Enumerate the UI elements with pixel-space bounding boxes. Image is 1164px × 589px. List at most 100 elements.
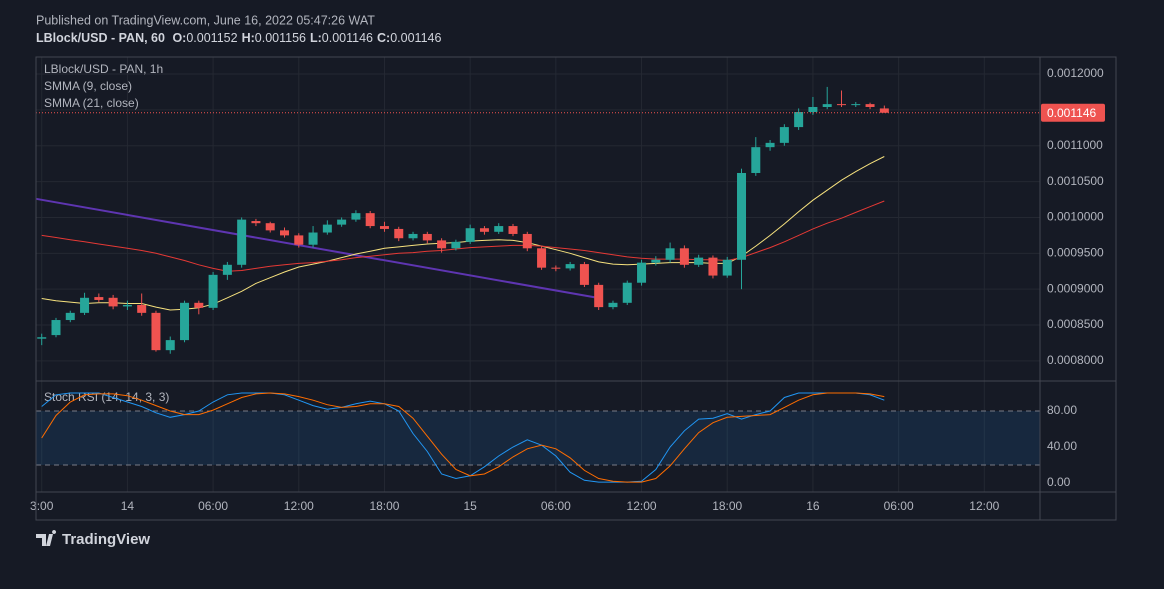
y-tick-label: 0.0012000 xyxy=(1047,66,1104,80)
x-tick-label: 16 xyxy=(806,499,820,513)
candle-body xyxy=(594,284,604,308)
candle-body xyxy=(294,235,304,245)
x-tick-label: 06:00 xyxy=(884,499,914,513)
candle-body xyxy=(722,259,732,276)
candle-body xyxy=(180,302,190,341)
x-tick-label: 12:00 xyxy=(969,499,999,513)
candle-body xyxy=(337,219,347,225)
candle-body xyxy=(651,259,661,263)
x-tick-label: 18:00 xyxy=(712,499,742,513)
x-tick-label: 15 xyxy=(463,499,477,513)
trendline xyxy=(35,197,598,299)
candle-body xyxy=(237,219,247,265)
candle-body xyxy=(251,221,261,224)
ohlc-header: LBlock/USD - PAN, 60 O:0.001152 H:0.00115… xyxy=(36,31,441,45)
x-tick-label: 12:00 xyxy=(627,499,657,513)
candle-body xyxy=(151,312,161,351)
ohlc-value: 0.001156 xyxy=(255,31,306,45)
y-tick-label: 0.0009000 xyxy=(1047,281,1104,295)
candle-body xyxy=(779,127,789,143)
candle-body xyxy=(80,297,90,313)
last-price-label: 0.001146 xyxy=(1047,106,1096,120)
y-tick-label: 0.0009500 xyxy=(1047,245,1104,259)
candle-body xyxy=(851,104,861,106)
stoch-line xyxy=(41,392,885,483)
x-tick-label: 06:00 xyxy=(198,499,228,513)
candle-body xyxy=(808,106,818,113)
candle-body xyxy=(637,262,647,283)
ohlc-key: H: xyxy=(242,31,255,45)
candle-body xyxy=(622,282,632,303)
candle-body xyxy=(479,228,489,232)
candle-body xyxy=(437,240,447,249)
y-tick-label: 0.0010000 xyxy=(1047,210,1104,224)
logo-icon xyxy=(36,530,57,546)
stoch-line xyxy=(41,392,885,483)
chart-area: 3:00 14 06:00 12:00 18:00 15 06:00 12:00 18:00 16… xyxy=(30,57,1105,513)
candle-body xyxy=(865,104,875,107)
legend-entry: SMMA (21, close) xyxy=(44,96,139,110)
logo-text: TradingView xyxy=(62,531,150,548)
candle-body xyxy=(379,226,389,229)
candle-body xyxy=(408,233,418,239)
candle-body xyxy=(522,233,532,249)
candle-body xyxy=(322,224,332,233)
candle-body xyxy=(879,108,889,113)
ohlc-value: 0.001146 xyxy=(390,31,441,45)
candle-body xyxy=(565,264,575,269)
y-tick-label: 40.00 xyxy=(1047,439,1077,453)
candle-body xyxy=(265,223,275,231)
published-note: Published on TradingView.com, June 16, 2… xyxy=(36,13,375,27)
candle-body xyxy=(280,230,290,236)
legend-entry: SMMA (9, close) xyxy=(44,79,132,93)
candle-body xyxy=(508,226,518,234)
candle-body xyxy=(608,302,618,308)
x-tick-label: 3:00 xyxy=(30,499,54,513)
pane-title: LBlock/USD - PAN, 1h xyxy=(44,62,163,76)
candle-body xyxy=(194,302,204,308)
x-tick-label: 18:00 xyxy=(369,499,399,513)
x-tick-label: 14 xyxy=(121,499,135,513)
candle-body xyxy=(451,241,461,249)
ohlc-key: C: xyxy=(377,31,390,45)
candle-body xyxy=(65,312,75,321)
candle-body xyxy=(222,264,232,275)
candle-body xyxy=(665,248,675,260)
y-tick-label: 0.0008500 xyxy=(1047,317,1104,331)
candle-body xyxy=(551,267,561,269)
pane-title: Stoch RSI (14, 14, 3, 3) xyxy=(44,390,169,404)
candle-body xyxy=(494,226,504,232)
y-tick-label: 0.0011000 xyxy=(1047,138,1103,152)
logo: TradingView xyxy=(36,530,150,548)
candle-body xyxy=(365,213,375,227)
candle-body xyxy=(694,257,704,265)
candle-body xyxy=(579,264,589,285)
last-price-box xyxy=(1041,103,1105,122)
chart-border xyxy=(35,56,1117,521)
candle-body xyxy=(422,233,432,241)
y-tick-label: 80.00 xyxy=(1047,403,1077,417)
candle-body xyxy=(308,232,318,245)
candle-body xyxy=(37,337,47,339)
candle-body xyxy=(165,340,175,351)
ohlc-value: 0.001146 xyxy=(322,31,373,45)
y-tick-label: 0.00 xyxy=(1047,475,1071,489)
candle-body xyxy=(737,172,747,260)
band-fill xyxy=(36,410,1040,465)
candle-body xyxy=(108,297,118,307)
candle-body xyxy=(351,213,361,220)
candle-body xyxy=(94,297,104,300)
ohlc-value: 0.001152 xyxy=(186,31,237,45)
candle-body xyxy=(537,248,547,268)
candle-body xyxy=(751,147,761,173)
candle-body xyxy=(765,142,775,148)
symbol: LBlock/USD - PAN, 60 xyxy=(36,31,165,45)
candle-body xyxy=(836,104,846,106)
candle-body xyxy=(394,228,404,239)
candle-body xyxy=(822,104,832,107)
y-tick-label: 0.0010500 xyxy=(1047,174,1104,188)
ohlc-key: L: xyxy=(310,31,322,45)
candle-body xyxy=(679,248,689,265)
